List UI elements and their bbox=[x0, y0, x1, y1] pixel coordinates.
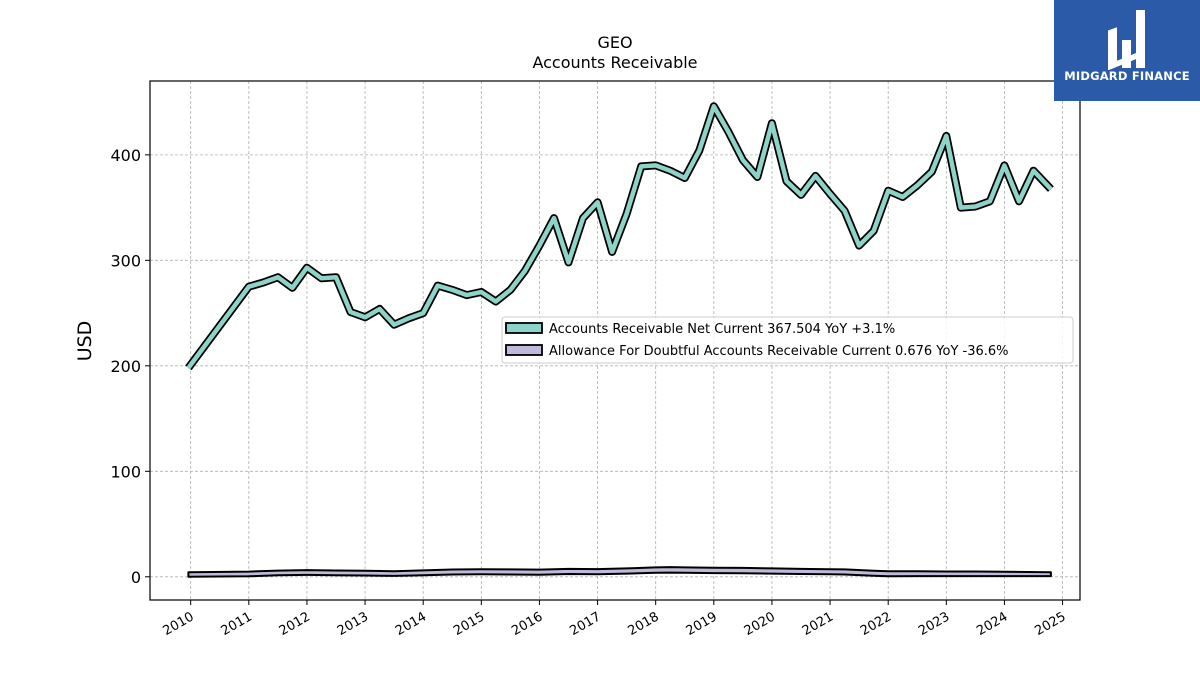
data-point-net-current bbox=[495, 300, 497, 303]
data-point-net-current bbox=[844, 210, 846, 212]
grid bbox=[150, 81, 1080, 600]
data-point-net-current bbox=[524, 270, 526, 272]
data-point-net-current bbox=[480, 291, 482, 293]
x-tick-label: 2010 bbox=[161, 609, 197, 639]
data-point-net-current bbox=[814, 175, 817, 177]
x-tick-label: 2012 bbox=[277, 609, 313, 639]
x-tick-label: 2024 bbox=[974, 609, 1010, 639]
x-tick-label: 2011 bbox=[219, 609, 255, 639]
data-point-net-current bbox=[858, 245, 860, 247]
data-point-net-current bbox=[669, 170, 671, 172]
brand-mark-icon bbox=[1108, 10, 1145, 70]
x-tick-label: 2017 bbox=[567, 609, 603, 639]
data-point-net-current bbox=[829, 193, 831, 195]
x-tick-label: 2020 bbox=[742, 609, 778, 639]
x-tick-label: 2015 bbox=[451, 609, 487, 639]
data-point-net-current bbox=[379, 308, 381, 310]
data-point-net-current bbox=[582, 217, 584, 219]
data-point-net-current bbox=[509, 289, 511, 291]
data-point-net-current bbox=[713, 105, 715, 107]
series-allowance-band bbox=[187, 566, 1052, 578]
data-point-net-current bbox=[393, 324, 395, 326]
legend: Accounts Receivable Net Current 367.504 … bbox=[501, 316, 1074, 364]
legend-swatch-net-current bbox=[505, 322, 543, 334]
data-point-net-current bbox=[553, 217, 555, 219]
x-tick-label: 2022 bbox=[858, 609, 894, 639]
chart-title: GEO bbox=[597, 33, 632, 52]
data-point-net-current bbox=[1032, 170, 1035, 172]
data-point-net-current bbox=[262, 281, 264, 284]
data-point-net-current bbox=[437, 285, 439, 287]
data-point-net-current bbox=[887, 190, 889, 192]
x-tick-label: 2014 bbox=[393, 609, 429, 639]
data-point-net-current bbox=[698, 150, 700, 152]
y-tick-label: 300 bbox=[110, 251, 141, 270]
data-point-net-current bbox=[335, 276, 337, 278]
data-point-net-current bbox=[902, 196, 904, 198]
data-point-net-current bbox=[466, 294, 468, 296]
data-point-net-current bbox=[989, 200, 991, 202]
x-tick-label: 2016 bbox=[509, 609, 545, 639]
data-point-net-current bbox=[349, 311, 352, 313]
y-tick-label: 200 bbox=[110, 357, 141, 376]
data-point-net-current bbox=[1050, 188, 1052, 190]
data-point-net-current bbox=[756, 176, 759, 178]
data-point-net-current bbox=[277, 276, 279, 278]
data-point-net-current bbox=[742, 159, 744, 161]
chart-subtitle: Accounts Receivable bbox=[532, 53, 697, 72]
x-tick-label: 2019 bbox=[684, 609, 720, 639]
x-tick-label: 2021 bbox=[800, 609, 836, 639]
data-point-net-current bbox=[538, 245, 541, 247]
legend-swatch-allowance bbox=[505, 344, 543, 356]
x-axis-ticks: 2010 2011 2012 2013 2014 2015 2016 2017 2018 2019… bbox=[161, 600, 1069, 639]
data-point-net-current bbox=[800, 194, 802, 196]
data-point-net-current bbox=[422, 312, 424, 314]
data-point-net-current bbox=[684, 177, 686, 179]
data-point-net-current bbox=[364, 316, 366, 318]
data-point-net-current bbox=[727, 131, 729, 133]
data-point-net-current bbox=[785, 180, 788, 182]
y-tick-label: 0 bbox=[131, 568, 141, 587]
data-point-net-current bbox=[655, 164, 657, 166]
y-tick-label: 400 bbox=[110, 146, 141, 165]
data-point-net-current bbox=[320, 277, 323, 279]
x-tick-label: 2018 bbox=[626, 609, 662, 639]
data-point-net-current bbox=[306, 267, 308, 269]
x-tick-label: 2025 bbox=[1032, 609, 1068, 639]
y-tick-label: 100 bbox=[110, 462, 141, 481]
data-point-net-current bbox=[931, 171, 933, 173]
data-point-net-current bbox=[567, 261, 570, 263]
data-point-net-current bbox=[1003, 164, 1006, 166]
data-point-net-current bbox=[626, 213, 628, 215]
data-point-net-current bbox=[248, 286, 250, 288]
x-tick-label: 2013 bbox=[335, 609, 371, 639]
data-point-net-current bbox=[597, 201, 599, 203]
legend-box bbox=[501, 316, 1074, 364]
data-point-net-current bbox=[1018, 200, 1020, 202]
data-point-net-current bbox=[945, 135, 947, 137]
y-axis-ticks: 0 100 200 300 400 bbox=[110, 146, 150, 587]
data-point-net-current bbox=[640, 165, 642, 167]
x-tick-label: 2023 bbox=[916, 609, 952, 639]
data-point-net-current bbox=[916, 184, 918, 186]
data-point-net-current bbox=[771, 122, 773, 124]
data-point-net-current bbox=[451, 289, 453, 291]
data-point-net-current bbox=[974, 205, 977, 208]
plot-frame bbox=[149, 80, 1081, 601]
data-point-net-current bbox=[960, 207, 962, 209]
legend-label-allowance: Allowance For Doubtful Accounts Receivab… bbox=[549, 344, 1009, 359]
brand-name: MIDGARD FINANCE bbox=[1064, 69, 1190, 83]
data-point-net-current bbox=[408, 317, 410, 319]
data-point-net-current bbox=[291, 287, 293, 289]
y-axis-label: USD bbox=[74, 321, 96, 362]
plot-series bbox=[185, 102, 1054, 578]
data-point-net-current bbox=[611, 251, 613, 253]
legend-label-net-current: Accounts Receivable Net Current 367.504 … bbox=[549, 322, 895, 337]
data-point-net-current bbox=[187, 367, 189, 369]
brand-logo: MIDGARD FINANCE bbox=[1054, 0, 1200, 101]
data-point-net-current bbox=[873, 230, 875, 232]
